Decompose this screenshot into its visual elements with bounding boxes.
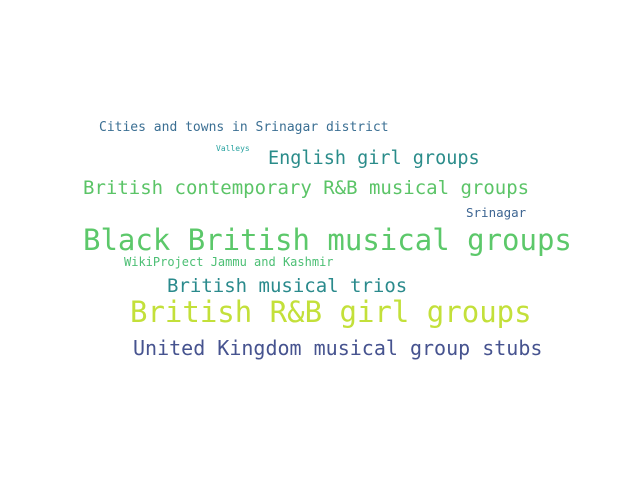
word-valleys: Valleys (216, 144, 250, 153)
word-british-rnb-girl-groups: British R&B girl groups (130, 295, 532, 329)
word-srinagar: Srinagar (466, 205, 527, 220)
word-english-girl-groups: English girl groups (268, 148, 480, 169)
word-british-contemporary-rnb-musical-groups: British contemporary R&B musical groups (83, 177, 530, 199)
word-wikiproject-jammu-and-kashmir: WikiProject Jammu and Kashmir (124, 255, 334, 269)
word-british-musical-trios: British musical trios (167, 275, 408, 297)
word-cities-and-towns-in-srinagar-district: Cities and towns in Srinagar district (99, 120, 389, 135)
word-united-kingdom-musical-group-stubs: United Kingdom musical group stubs (133, 336, 543, 360)
word-black-british-musical-groups: Black British musical groups (83, 223, 572, 257)
